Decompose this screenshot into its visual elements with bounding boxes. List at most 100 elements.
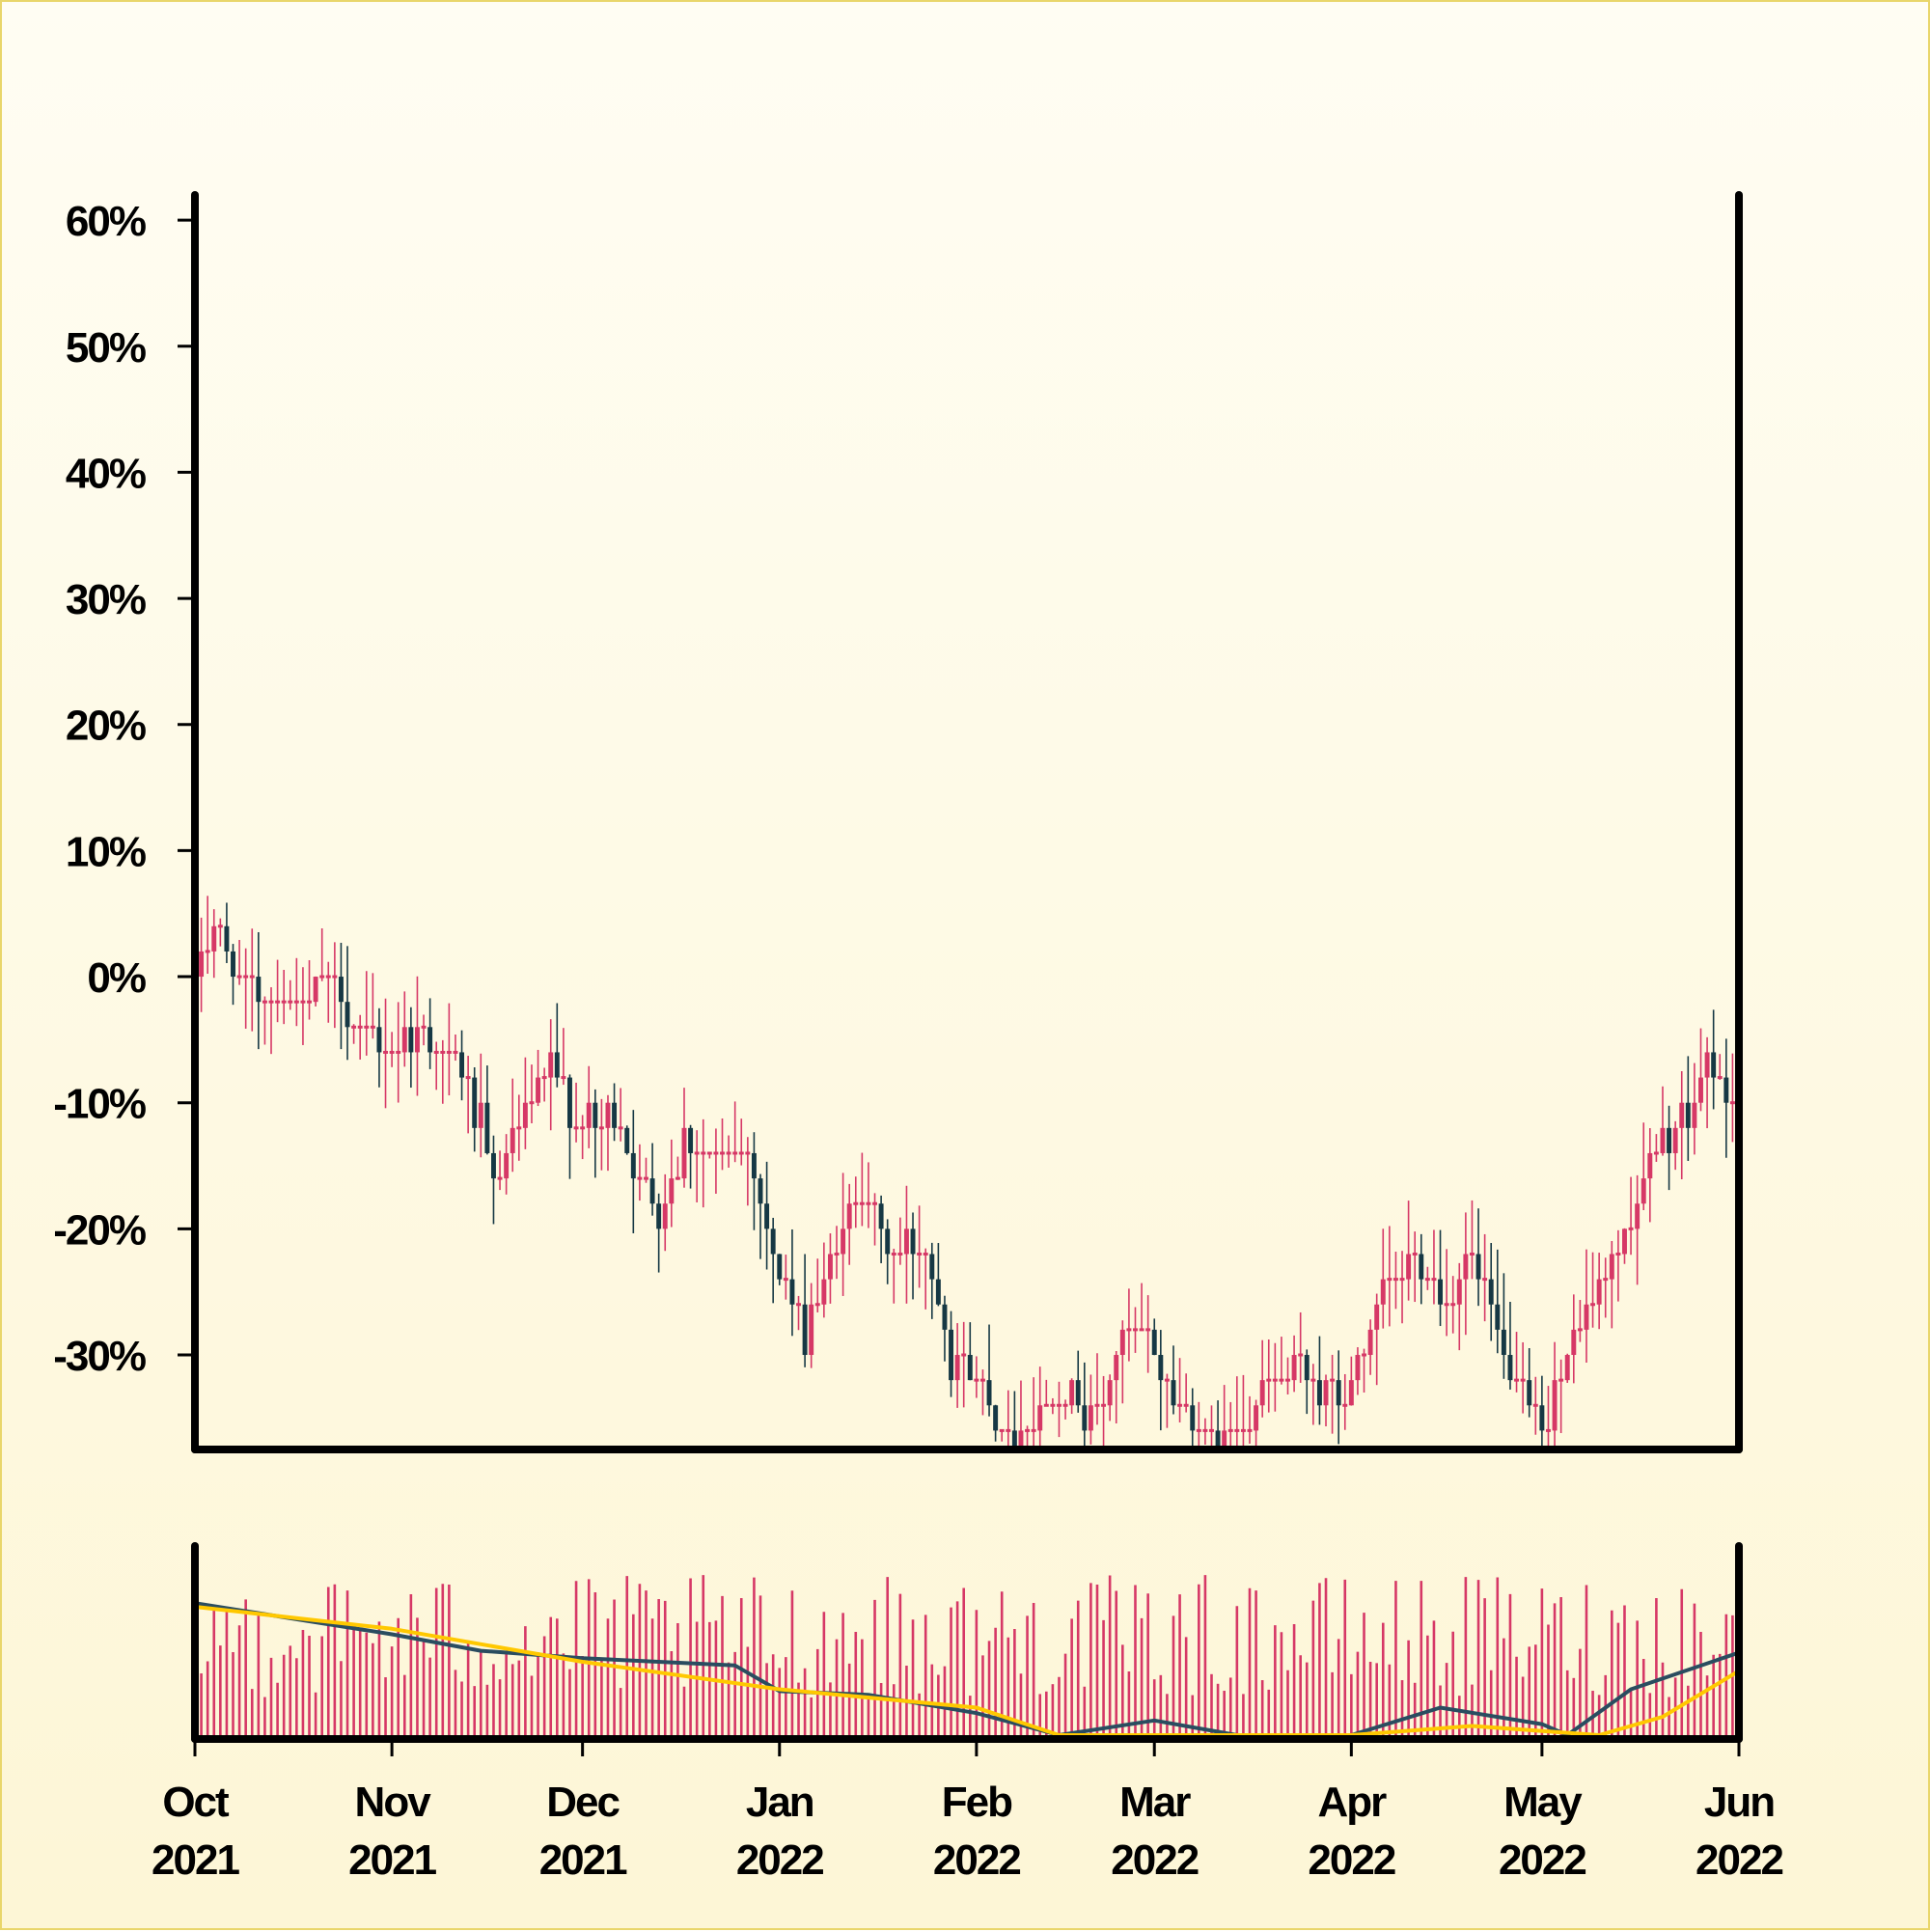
candle-body bbox=[1057, 1403, 1062, 1407]
candle-body bbox=[211, 925, 217, 952]
x-tick-label-month: Mar bbox=[1119, 1779, 1191, 1826]
candle-body bbox=[1240, 1428, 1246, 1432]
candle-body bbox=[1653, 1151, 1659, 1155]
candle-body bbox=[1119, 1329, 1125, 1356]
candle-body bbox=[1514, 1378, 1520, 1382]
candle-body bbox=[885, 1228, 891, 1255]
candle-body bbox=[1564, 1355, 1570, 1381]
candle-body bbox=[1139, 1328, 1144, 1332]
candle-body bbox=[713, 1151, 719, 1155]
candle-body bbox=[1660, 1127, 1666, 1153]
candle-body bbox=[688, 1127, 694, 1153]
candle-body bbox=[205, 950, 210, 953]
candle-body bbox=[809, 1304, 814, 1356]
candle-body bbox=[681, 1127, 687, 1179]
candle-body bbox=[472, 1077, 478, 1128]
y-tick-label: 30% bbox=[66, 576, 146, 623]
candle-body bbox=[783, 1278, 788, 1282]
candle-body bbox=[1247, 1428, 1253, 1432]
x-tick-label-month: Apr bbox=[1317, 1779, 1387, 1826]
candle-body bbox=[1495, 1304, 1501, 1330]
candle-body bbox=[1615, 1252, 1621, 1256]
candle-body bbox=[1126, 1328, 1132, 1332]
candle-body bbox=[1635, 1203, 1640, 1229]
candle-body bbox=[231, 951, 235, 978]
candle-body bbox=[853, 1201, 859, 1205]
candle-body bbox=[288, 1000, 293, 1004]
candle-body bbox=[1501, 1329, 1506, 1356]
candle-body bbox=[516, 1126, 522, 1130]
candle-body bbox=[1031, 1428, 1036, 1432]
candle-body bbox=[841, 1228, 846, 1255]
candle-body bbox=[1145, 1328, 1151, 1332]
candle-body bbox=[802, 1304, 808, 1356]
candle-body bbox=[376, 1027, 382, 1053]
candle-body bbox=[1488, 1279, 1494, 1305]
candle-body bbox=[649, 1178, 655, 1204]
candle-body bbox=[1444, 1303, 1449, 1307]
candle-body bbox=[345, 1002, 350, 1028]
candle-body bbox=[1050, 1403, 1056, 1407]
candle-body bbox=[490, 1152, 496, 1179]
candle-body bbox=[694, 1151, 700, 1155]
candle-body bbox=[1456, 1279, 1462, 1305]
candle-body bbox=[999, 1428, 1005, 1432]
candle-body bbox=[1469, 1252, 1475, 1256]
candle-body bbox=[554, 1052, 560, 1078]
candle-body bbox=[536, 1077, 541, 1103]
candle-body bbox=[1679, 1102, 1685, 1128]
candle-body bbox=[1043, 1403, 1049, 1407]
candle-body bbox=[307, 1000, 312, 1004]
candle-body bbox=[630, 1152, 636, 1179]
x-tick-label-month: Nov bbox=[355, 1779, 432, 1826]
candle-body bbox=[478, 1102, 483, 1128]
candle-body bbox=[1577, 1328, 1583, 1332]
candle-body bbox=[701, 1151, 706, 1155]
candle-body bbox=[758, 1178, 763, 1204]
y-tick-label: 10% bbox=[66, 828, 146, 875]
candle-body bbox=[364, 1025, 370, 1029]
candle-body bbox=[1196, 1428, 1201, 1432]
candle-body bbox=[814, 1303, 820, 1307]
candle-body bbox=[662, 1203, 668, 1229]
candle-body bbox=[1355, 1355, 1361, 1381]
candle-body bbox=[1215, 1430, 1221, 1446]
candle-body bbox=[669, 1178, 675, 1204]
y-tick-label: 60% bbox=[66, 198, 146, 245]
candle-body bbox=[1062, 1403, 1068, 1407]
candle-body bbox=[942, 1304, 948, 1330]
candle-body bbox=[313, 977, 318, 1003]
candle-body bbox=[1323, 1380, 1329, 1406]
candle-body bbox=[1546, 1428, 1551, 1432]
candle-body bbox=[1018, 1430, 1024, 1446]
candle-body bbox=[573, 1126, 579, 1130]
candle-body bbox=[401, 1027, 407, 1053]
candle-body bbox=[529, 1101, 535, 1105]
candle-body bbox=[1711, 1052, 1717, 1078]
candle-body bbox=[1348, 1380, 1354, 1406]
candle-body bbox=[497, 1176, 503, 1180]
x-tick-label-month: Jan bbox=[746, 1779, 813, 1826]
candle-body bbox=[281, 1000, 287, 1004]
candle-body bbox=[459, 1052, 465, 1078]
candle-body bbox=[859, 1201, 865, 1205]
y-tick-label: 20% bbox=[66, 703, 146, 750]
candle-body bbox=[891, 1252, 896, 1256]
candle-body bbox=[1266, 1378, 1272, 1382]
candle-body bbox=[1609, 1254, 1614, 1280]
x-tick-label-year: 2022 bbox=[933, 1836, 1020, 1884]
candle-body bbox=[986, 1380, 992, 1406]
candle-body bbox=[827, 1254, 833, 1280]
candle-body bbox=[1171, 1380, 1176, 1406]
candle-body bbox=[1310, 1378, 1316, 1382]
candle-body bbox=[1558, 1378, 1564, 1382]
candle-body bbox=[1209, 1428, 1214, 1432]
candle-body bbox=[1304, 1355, 1310, 1381]
candle-body bbox=[1590, 1303, 1596, 1307]
candle-body bbox=[1272, 1378, 1278, 1382]
x-tick-label-year: 2022 bbox=[1696, 1836, 1782, 1884]
candle-body bbox=[1227, 1428, 1233, 1432]
candle-body bbox=[433, 1050, 439, 1054]
candle-body bbox=[897, 1252, 903, 1256]
